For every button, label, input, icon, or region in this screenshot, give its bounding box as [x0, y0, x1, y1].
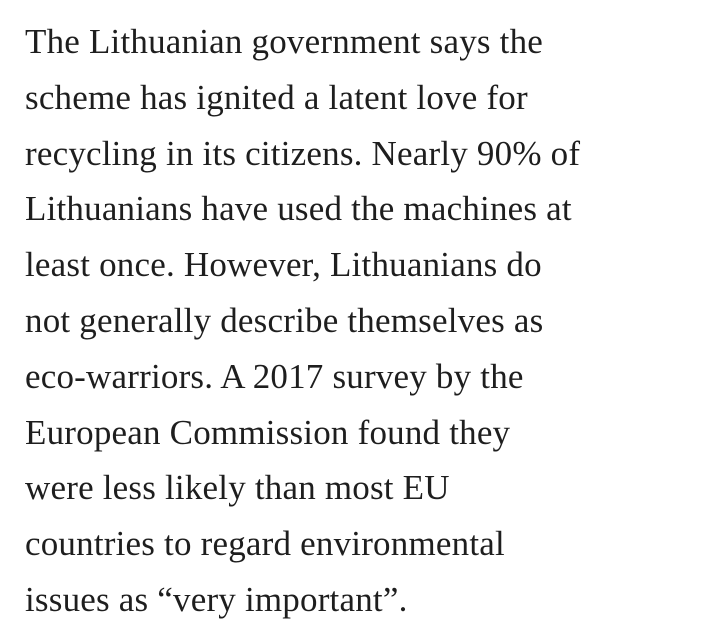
text-line: issues as “very important”.: [25, 579, 408, 619]
text-line: recycling in its citizens. Nearly 90% of: [25, 133, 581, 173]
text-line: European Commission found they: [25, 412, 511, 452]
text-line: were less likely than most EU: [25, 468, 450, 508]
text-line: not generally describe themselves as: [25, 300, 544, 340]
text-line: The Lithuanian government says the: [25, 22, 544, 61]
text-line: eco-warriors. A 2017 survey by the: [25, 356, 524, 396]
text-line: Lithuanians have used the machines at: [25, 189, 572, 229]
text-line: scheme has ignited a latent love for: [25, 77, 528, 117]
text-line: least once. However, Lithuanians do: [25, 245, 542, 285]
text-line: countries to regard environmental: [25, 524, 505, 564]
